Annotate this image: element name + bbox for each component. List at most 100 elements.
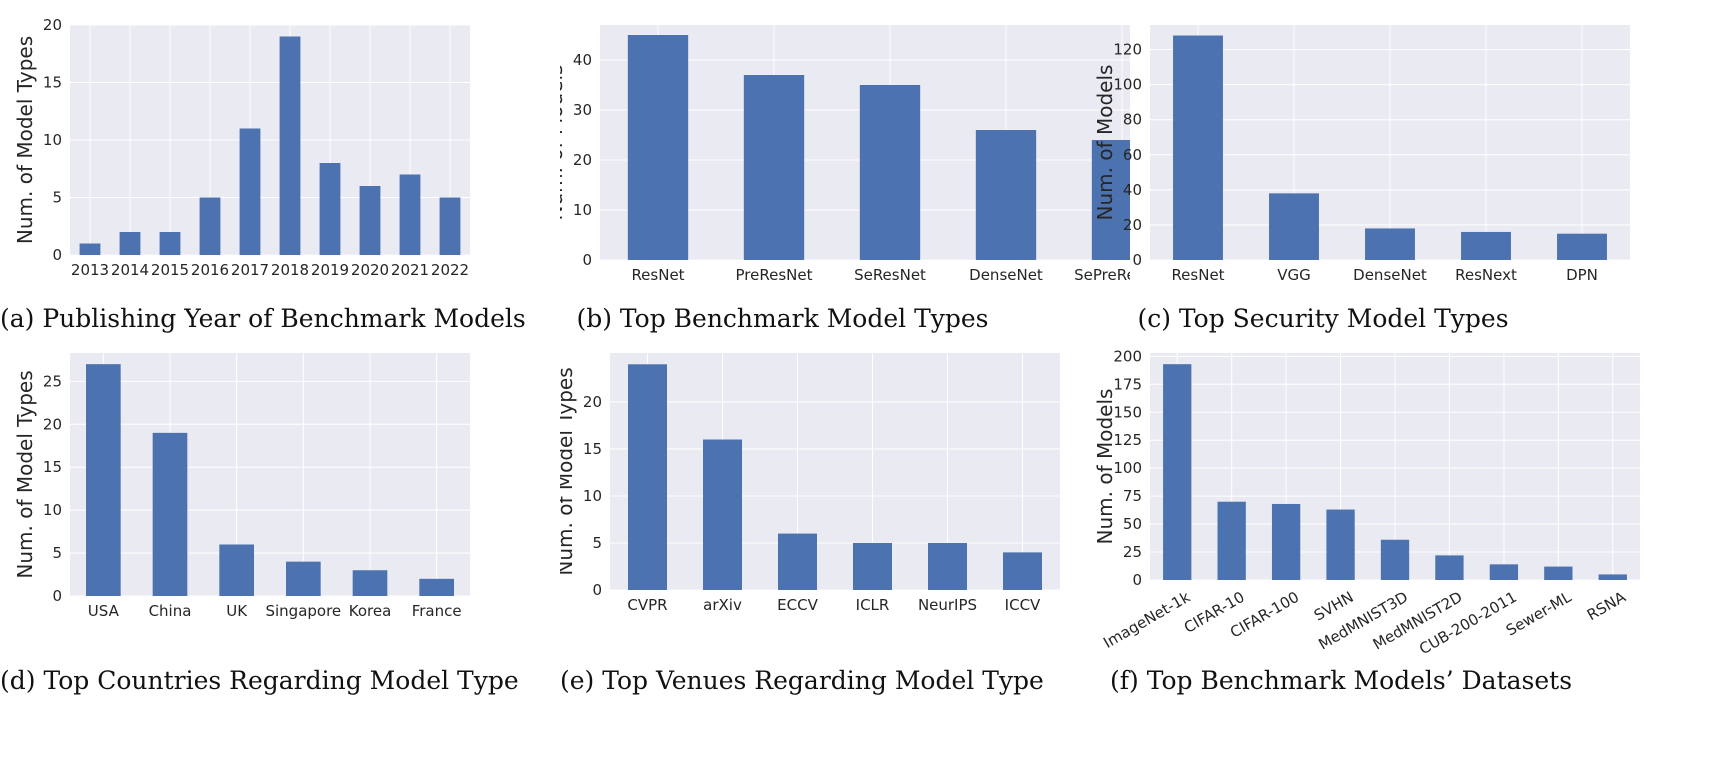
bar-2019 xyxy=(319,163,341,255)
x-tick-label: 2016 xyxy=(191,261,229,279)
x-tick-label: DenseNet xyxy=(969,266,1043,284)
bar-cvpr xyxy=(628,364,667,590)
y-tick-label: 60 xyxy=(1123,146,1142,164)
x-tick-label: USA xyxy=(88,602,120,620)
bar-sewer-ml xyxy=(1544,566,1573,580)
bar-2021 xyxy=(399,174,421,255)
bar-svhn xyxy=(1326,509,1355,580)
bar-iclr xyxy=(853,542,892,590)
chart-f: 0 25 50 75 100 125 150 175 200 ImageNet-1k CIFAR-1… xyxy=(1090,345,1718,665)
y-tick-label: 5 xyxy=(52,544,62,562)
y-tick-label: 10 xyxy=(573,201,592,219)
bar-2022 xyxy=(439,197,461,255)
x-tick-label: CVPR xyxy=(627,596,667,614)
x-tick-label: NeurIPS xyxy=(918,596,977,614)
y-tick-label: 0 xyxy=(1132,251,1142,269)
y-tick-label: 80 xyxy=(1123,111,1142,129)
y-tick-label: 0 xyxy=(582,251,592,269)
bar-seresnet xyxy=(859,85,921,260)
bar-densenet xyxy=(1365,228,1415,260)
x-tick-label: SeResNet xyxy=(854,266,926,284)
bar-eccv xyxy=(778,533,817,590)
bar-vgg xyxy=(1269,193,1319,260)
bar-2020 xyxy=(359,186,381,255)
bar-uk xyxy=(219,544,254,596)
x-tick-label: Singapore xyxy=(265,602,341,620)
plot-area xyxy=(610,353,1060,590)
x-tick-label: arXiv xyxy=(703,596,742,614)
bar-korea xyxy=(352,570,388,596)
y-tick-label: 200 xyxy=(1113,347,1142,365)
y-axis-label: Num. of Model Types xyxy=(560,367,577,575)
y-tick-label: 0 xyxy=(52,246,62,264)
y-tick-label: 30 xyxy=(573,101,592,119)
bar-2015 xyxy=(159,232,181,255)
x-tick-label: 2022 xyxy=(431,261,469,279)
y-tick-label: 125 xyxy=(1113,431,1142,449)
bar-resnet xyxy=(1173,35,1223,261)
caption-e: (e) Top Venues Regarding Model Type xyxy=(560,666,1044,695)
x-tick-label: DenseNet xyxy=(1353,266,1427,284)
bar-medmnist3d xyxy=(1380,539,1410,580)
x-tick-label: ICCV xyxy=(1005,596,1041,614)
y-tick-label: 20 xyxy=(1123,216,1142,234)
bar-rsna xyxy=(1598,574,1627,580)
bar-densenet xyxy=(975,130,1037,260)
caption-a: (a) Publishing Year of Benchmark Models xyxy=(0,304,526,333)
y-tick-label: 5 xyxy=(592,534,602,552)
chart-c-svg: 0 20 40 60 80 100 120 ResNet VGG DenseNet ResNext D… xyxy=(1093,25,1630,284)
bar-iccv xyxy=(1003,552,1042,590)
x-tick-label: ResNet xyxy=(1171,266,1224,284)
caption-d: (d) Top Countries Regarding Model Type xyxy=(0,666,519,695)
bar-neurips xyxy=(928,542,967,590)
y-tick-label: 25 xyxy=(1123,543,1142,561)
x-tick-label: VGG xyxy=(1277,266,1311,284)
x-tick-label: 2014 xyxy=(111,261,149,279)
bar-medmnist2d xyxy=(1435,555,1464,580)
y-tick-label: 40 xyxy=(573,51,592,69)
y-tick-label: 20 xyxy=(583,393,602,411)
y-axis-label: Num. of Model Types xyxy=(13,370,37,578)
y-axis-label: Num. of Models xyxy=(1093,389,1117,545)
x-tick-label: 2020 xyxy=(351,261,389,279)
y-tick-label: 40 xyxy=(1123,181,1142,199)
bar-2017 xyxy=(239,128,261,255)
caption-c: (c) Top Security Model Types xyxy=(1137,304,1509,333)
x-tick-label: ECCV xyxy=(777,596,818,614)
bar-2018 xyxy=(279,36,301,255)
y-tick-label: 0 xyxy=(52,587,62,605)
chart-b-svg: 0 10 20 30 40 ResNet PreResNet SeResNet DenseNet… xyxy=(543,25,1180,284)
y-tick-label: 20 xyxy=(573,151,592,169)
bar-france xyxy=(419,578,454,596)
chart-f-svg: 0255075100125150175200ImageNet-1kCIFAR-1… xyxy=(1093,347,1640,658)
chart-d-svg: 0 5 10 15 20 25 USA China UK Singapore Korea France… xyxy=(13,353,470,620)
x-tick-label: 2017 xyxy=(231,261,269,279)
y-axis-label: Num. of Models xyxy=(1093,65,1117,221)
x-tick-label: 2019 xyxy=(311,261,349,279)
bar-china xyxy=(152,432,188,596)
bar-preresnet xyxy=(743,75,805,260)
bar-cifar-10 xyxy=(1217,501,1246,580)
x-tick-label: UK xyxy=(226,602,248,620)
y-tick-label: 15 xyxy=(43,74,62,92)
y-axis-label: Num. of Model Types xyxy=(13,36,37,244)
y-tick-label: 100 xyxy=(1113,459,1142,477)
caption-f: (f) Top Benchmark Models’ Datasets xyxy=(1110,666,1573,695)
x-tick-label: Korea xyxy=(349,602,392,620)
x-tick-label: 2015 xyxy=(151,261,189,279)
y-tick-label: 20 xyxy=(43,16,62,34)
y-tick-label: 75 xyxy=(1123,487,1142,505)
bar-arxiv xyxy=(703,439,742,590)
y-tick-label: 20 xyxy=(43,415,62,433)
x-tick-label: RSNA xyxy=(1584,588,1630,625)
x-tick-label: France xyxy=(412,602,462,620)
bar-imagenet-1k xyxy=(1163,364,1192,580)
bar-cifar-100 xyxy=(1271,503,1301,580)
x-tick-label: ResNext xyxy=(1455,266,1517,284)
y-tick-label: 150 xyxy=(1113,403,1142,421)
chart-e-svg: 0 5 10 15 20 CVPR arXiv ECCV ICLR NeurIPS ICCV Num.… xyxy=(553,353,1060,614)
y-tick-label: 175 xyxy=(1113,375,1142,393)
y-tick-label: 10 xyxy=(43,131,62,149)
x-tick-label: DPN xyxy=(1566,266,1598,284)
x-tick-label: ResNet xyxy=(631,266,684,284)
